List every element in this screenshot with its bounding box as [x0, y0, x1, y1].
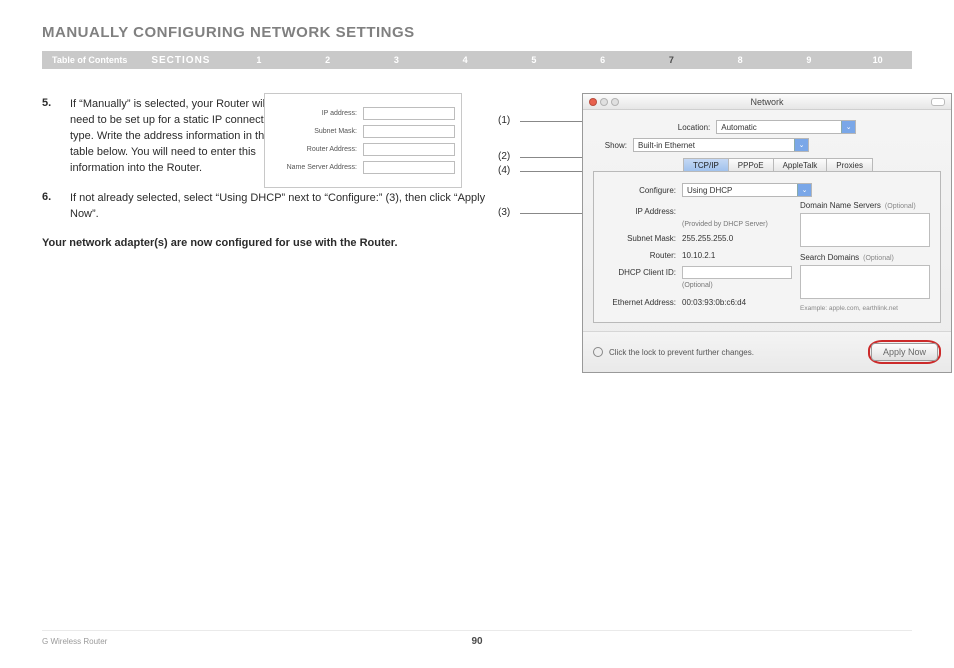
ip-address-input[interactable] — [363, 107, 455, 120]
section-2[interactable]: 2 — [293, 55, 362, 65]
table-row: IP address: — [271, 107, 455, 120]
eth-label: Ethernet Address: — [604, 298, 682, 307]
lock-icon[interactable] — [593, 347, 603, 357]
location-select[interactable]: Automatic ⌄ — [716, 120, 856, 134]
section-9[interactable]: 9 — [774, 55, 843, 65]
section-8[interactable]: 8 — [706, 55, 775, 65]
table-row: Name Server Address: — [271, 161, 455, 174]
apply-highlight: Apply Now — [868, 340, 941, 364]
sections-label: SECTIONS — [137, 55, 224, 66]
callout-3: (3) — [498, 207, 510, 218]
static-ip-form: IP address: Subnet Mask: Router Address:… — [264, 93, 462, 188]
titlebar: Network — [583, 94, 951, 110]
network-window: Network Location: Automatic ⌄ Show: Buil… — [582, 93, 952, 373]
name-server-label: Name Server Address: — [271, 164, 363, 171]
search-title: Search Domains — [800, 253, 859, 262]
dhcpid-label: DHCP Client ID: — [604, 268, 682, 277]
section-3[interactable]: 3 — [362, 55, 431, 65]
tab-proxies[interactable]: Proxies — [826, 158, 873, 172]
configure-value: Using DHCP — [687, 186, 732, 195]
search-optional: (Optional) — [863, 255, 894, 262]
ip-address-label: IP address: — [271, 110, 363, 117]
router-address-input[interactable] — [363, 143, 455, 156]
dns-title: Domain Name Servers — [800, 201, 881, 210]
router-value: 10.10.2.1 — [682, 251, 715, 260]
chevron-down-icon: ⌄ — [797, 184, 811, 196]
dns-input[interactable] — [800, 213, 930, 247]
table-row: Subnet Mask: — [271, 125, 455, 138]
section-5[interactable]: 5 — [499, 55, 568, 65]
subnet-label: Subnet Mask: — [604, 234, 682, 243]
tab-appletalk[interactable]: AppleTalk — [773, 158, 828, 172]
lock-text: Click the lock to prevent further change… — [609, 348, 754, 357]
subnet-mask-label: Subnet Mask: — [271, 128, 363, 135]
section-4[interactable]: 4 — [431, 55, 500, 65]
page-footer: G Wireless Router 90 — [42, 630, 912, 646]
window-footer: Click the lock to prevent further change… — [583, 331, 951, 372]
tab-pppoe[interactable]: PPPoE — [728, 158, 774, 172]
step-5-text: If “Manually” is selected, your Router w… — [70, 97, 280, 177]
configure-label: Configure: — [604, 186, 682, 195]
router-address-label: Router Address: — [271, 146, 363, 153]
toolbar-toggle-icon[interactable] — [931, 98, 945, 106]
step-6-text: If not already selected, select “Using D… — [70, 191, 490, 223]
tab-strip: TCP/IP PPPoE AppleTalk Proxies — [683, 158, 941, 172]
ip-sub: (Provided by DHCP Server) — [682, 221, 792, 228]
subnet-mask-input[interactable] — [363, 125, 455, 138]
ip-label: IP Address: — [604, 207, 682, 216]
step-6-number: 6. — [42, 191, 70, 223]
show-label: Show: — [593, 141, 633, 150]
chevron-down-icon: ⌄ — [841, 121, 855, 133]
tab-tcpip[interactable]: TCP/IP — [683, 158, 729, 172]
page-title: MANUALLY CONFIGURING NETWORK SETTINGS — [42, 24, 912, 41]
callout-2: (2) — [498, 151, 510, 162]
subnet-value: 255.255.255.0 — [682, 234, 733, 243]
tcpip-panel: Configure: Using DHCP ⌄ IP Address: (Pro… — [593, 171, 941, 323]
router-label: Router: — [604, 251, 682, 260]
section-10[interactable]: 10 — [843, 55, 912, 65]
search-example: Example: apple.com, earthlink.net — [800, 305, 930, 312]
show-value: Built-in Ethernet — [638, 141, 695, 150]
dns-optional: (Optional) — [885, 203, 916, 210]
name-server-input[interactable] — [363, 161, 455, 174]
section-1[interactable]: 1 — [224, 55, 293, 65]
chevron-down-icon: ⌄ — [794, 139, 808, 151]
step-5-number: 5. — [42, 97, 70, 177]
apply-now-button[interactable]: Apply Now — [871, 343, 938, 361]
dhcpid-sub: (Optional) — [682, 282, 792, 289]
page-number: 90 — [42, 636, 912, 647]
search-input[interactable] — [800, 265, 930, 299]
toc-link[interactable]: Table of Contents — [42, 55, 137, 65]
location-value: Automatic — [721, 123, 757, 132]
callout-1: (1) — [498, 115, 510, 126]
dhcpid-input[interactable] — [682, 266, 792, 279]
eth-value: 00:03:93:0b:c6:d4 — [682, 298, 746, 307]
configure-select[interactable]: Using DHCP ⌄ — [682, 183, 812, 197]
section-7[interactable]: 7 — [637, 55, 706, 65]
show-select[interactable]: Built-in Ethernet ⌄ — [633, 138, 809, 152]
window-title: Network — [583, 97, 951, 107]
callout-4: (4) — [498, 165, 510, 176]
section-navbar: Table of Contents SECTIONS 1 2 3 4 5 6 7… — [42, 51, 912, 69]
section-6[interactable]: 6 — [568, 55, 637, 65]
table-row: Router Address: — [271, 143, 455, 156]
location-label: Location: — [678, 123, 716, 132]
